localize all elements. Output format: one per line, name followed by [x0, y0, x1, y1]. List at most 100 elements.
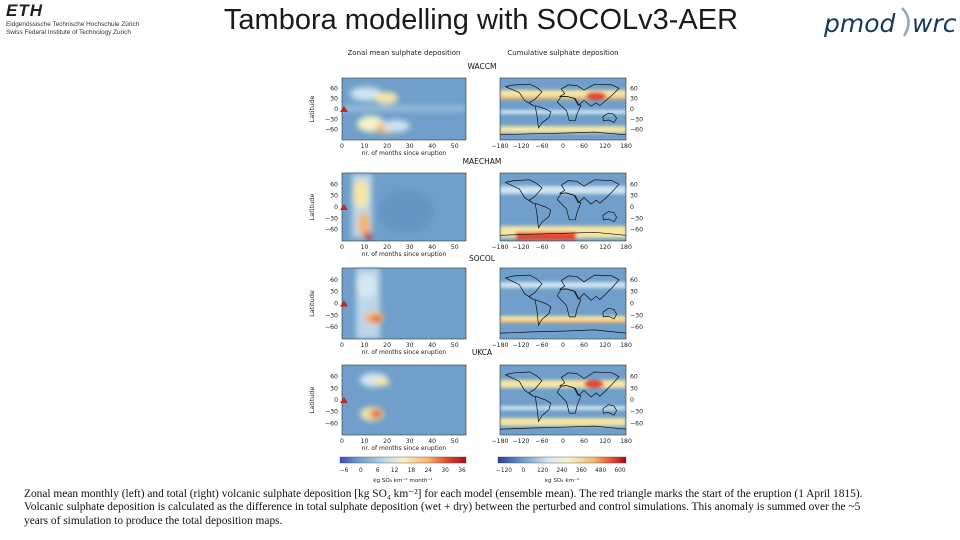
lat-tick-label: 60 [330, 277, 338, 284]
lon-tick-label: 120 [599, 244, 611, 251]
month-tick-label: 50 [451, 143, 459, 150]
left-colorbar-tick: 6 [376, 468, 380, 474]
lat-tick-label: 60 [330, 85, 338, 92]
left-colorbar-tick: 0 [359, 468, 363, 474]
lon-tick-label: 0 [561, 244, 565, 251]
latitude-axis-label: Latitude [308, 387, 316, 414]
map-lat-tick-label: −30 [630, 215, 643, 222]
caption-line-3: years of simulation to produce the total… [24, 514, 283, 527]
model-label-waccm: WACCM [468, 62, 497, 71]
month-tick-label: 40 [428, 244, 436, 251]
right-colorbar-tick: 480 [595, 468, 606, 474]
month-tick-label: 30 [406, 438, 414, 445]
lat-tick-label: −60 [325, 324, 338, 331]
waccm-zonal-panel [341, 77, 467, 141]
lon-tick-label: −120 [513, 438, 530, 445]
coastline [556, 95, 582, 122]
month-tick-label: 20 [383, 438, 391, 445]
month-tick-label: 50 [451, 244, 459, 251]
lon-tick-label: −180 [492, 342, 509, 349]
lon-tick-label: 120 [599, 342, 611, 349]
lat-tick-label: 60 [330, 181, 338, 188]
coastline [556, 385, 582, 414]
model-comparison-figure: Zonal mean sulphate deposition Cumulativ… [296, 46, 664, 486]
coastline [534, 299, 552, 327]
left-colorbar-label: kg SO₄ km⁻² month⁻¹ [373, 477, 433, 484]
lat-tick-label: 0 [334, 397, 338, 404]
eruption-marker [340, 397, 348, 403]
month-tick-label: 20 [383, 342, 391, 349]
lat-tick-label: −60 [325, 227, 338, 234]
lat-tick-label: −30 [325, 215, 338, 222]
map-lat-tick-label: 60 [630, 374, 638, 381]
lon-tick-label: 180 [620, 438, 632, 445]
axes-socol: Latitude 60 60 30 30 0 0 −30 −30 −60 −60 0 10 20 30 40 5… [308, 274, 643, 356]
eruption-marker [340, 204, 348, 210]
lat-tick-label: −30 [325, 116, 338, 123]
waccm-deposition-map [499, 77, 627, 141]
coastline [534, 395, 552, 423]
coastline [602, 112, 618, 123]
month-axis-label: nr. of months since eruption [362, 150, 447, 157]
coastline [505, 274, 543, 301]
right-panel-title: Cumulative sulphate deposition [507, 49, 618, 57]
maecham-deposition-map [499, 172, 627, 242]
lon-tick-label: 0 [561, 143, 565, 150]
lat-tick-label: 60 [330, 374, 338, 381]
lon-tick-label: 180 [620, 143, 632, 150]
month-tick-label: 0 [340, 143, 344, 150]
month-axis-label: nr. of months since eruption [362, 251, 447, 258]
lat-tick-label: −60 [325, 420, 338, 427]
caption-line-1: Zonal mean monthly (left) and total (rig… [24, 488, 863, 500]
eruption-marker [340, 106, 348, 112]
map-lat-tick-label: −60 [630, 227, 643, 234]
month-tick-label: 40 [428, 143, 436, 150]
map-lat-tick-label: 30 [630, 385, 638, 392]
month-tick-label: 0 [340, 342, 344, 349]
lon-tick-label: −180 [492, 438, 509, 445]
coastline [499, 329, 627, 334]
model-label-maecham: MAECHAM [463, 157, 502, 166]
lon-tick-label: −120 [513, 244, 530, 251]
month-tick-label: 10 [361, 342, 369, 349]
lon-tick-label: −60 [535, 438, 548, 445]
coastline [499, 131, 627, 136]
coastline [556, 192, 582, 221]
map-lat-tick-label: 0 [630, 106, 634, 113]
map-lat-tick-label: 0 [630, 204, 634, 211]
coastline [505, 83, 543, 107]
map-lat-tick-label: 0 [630, 397, 634, 404]
month-tick-label: 30 [406, 342, 414, 349]
model-label-socol: SOCOL [469, 254, 496, 263]
eth-logo: ETH Eidgenössische Technische Hochschule… [6, 2, 196, 44]
axes-maecham: Latitude 60 60 30 30 0 0 −30 −30 −60 −60 0 10 20 30 40 5… [308, 179, 643, 258]
lon-tick-label: 120 [599, 438, 611, 445]
lon-tick-label: −60 [535, 244, 548, 251]
axes-ukca: Latitude 60 60 30 30 0 0 −30 −30 −60 −60 0 10 20 30 40 5… [308, 371, 643, 452]
lon-tick-label: 0 [561, 438, 565, 445]
map-lat-tick-label: 30 [630, 289, 638, 296]
map-lat-tick-label: 30 [630, 193, 638, 200]
lon-tick-label: −60 [535, 342, 548, 349]
lat-tick-label: −30 [325, 312, 338, 319]
month-tick-label: 50 [451, 342, 459, 349]
left-colorbar-tick: 12 [391, 468, 399, 474]
latitude-axis-label: Latitude [308, 290, 316, 317]
logo-swoosh [901, 7, 910, 37]
eruption-marker [340, 300, 348, 307]
eth-name-english: Swiss Federal Institute of Technology Zu… [6, 29, 131, 36]
right-colorbar-label: kg SO₄ km⁻² [545, 477, 579, 484]
lat-tick-label: 0 [334, 204, 338, 211]
left-colorbar-tick: 24 [425, 468, 433, 474]
map-lat-tick-label: 60 [630, 181, 638, 188]
lon-tick-label: −180 [492, 143, 509, 150]
lat-tick-label: 0 [334, 106, 338, 113]
coastline [556, 288, 582, 318]
left-colorbar-tick: −6 [340, 468, 349, 474]
right-colorbar-tick: 120 [537, 468, 548, 474]
eth-wordmark: ETH [6, 1, 43, 20]
coastline [534, 105, 552, 129]
latitude-axis-label: Latitude [308, 96, 316, 123]
month-tick-label: 10 [361, 143, 369, 150]
lon-tick-label: −60 [535, 143, 548, 150]
